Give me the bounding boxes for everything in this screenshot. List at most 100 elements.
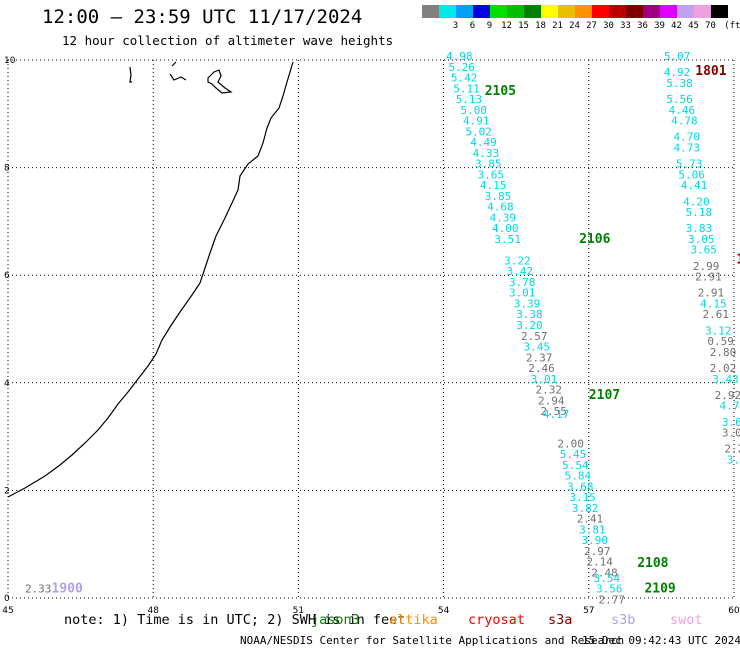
legend-label: 45 <box>688 21 699 31</box>
legend-swatch <box>609 5 626 18</box>
legend-label: 12 <box>501 21 512 31</box>
pass-id-label: 2108 <box>637 556 668 571</box>
legend-label: 15 <box>518 21 529 31</box>
wave-height-value: 2.41 <box>577 513 604 526</box>
legend-label: 39 <box>654 21 665 31</box>
wave-height-value: 3.81 <box>579 523 606 536</box>
wave-height-value: 2.02 <box>710 362 737 375</box>
wave-height-value: 3.01 <box>509 287 536 300</box>
wave-height-value: 3.65 <box>690 244 717 257</box>
wave-height-value: 5.02 <box>465 125 492 138</box>
x-tick-label: 54 <box>438 606 450 616</box>
legend-swatch <box>439 5 456 18</box>
wave-height-value: 2.91 <box>695 271 722 284</box>
wave-height-value: 5.07 <box>664 50 691 63</box>
wave-height-value: 2.97 <box>584 545 611 558</box>
wave-height-value: 2.99 <box>693 260 720 273</box>
legend-swatch <box>456 5 473 18</box>
wave-height-value: 2.14 <box>586 556 613 569</box>
legend-label: 30 <box>603 21 614 31</box>
pass-id-labels: 2105 2106 2107 2108 2109 1801 18 1900 <box>52 64 740 597</box>
y-tick-label: 0 <box>4 594 10 604</box>
y-tick-label: 2 <box>4 486 10 496</box>
wave-height-value: 3.78 <box>509 276 536 289</box>
wave-height-value: 5.54 <box>562 459 589 472</box>
legend-label: 6 <box>469 21 476 31</box>
footer-note: note: 1) Time is in UTC; 2) SWH is in fe… <box>64 612 406 628</box>
wave-height-value: 2.55 <box>540 405 567 418</box>
wave-height-value: 3.2 <box>727 454 740 467</box>
wave-height-value: 0.59 <box>707 335 734 348</box>
wave-height-value: 4.78 <box>671 115 698 128</box>
legend-swatch <box>473 5 490 18</box>
legend-swatch <box>694 5 711 18</box>
pass-id-label: 18 <box>736 252 740 267</box>
legend-swatch <box>677 5 694 18</box>
legend-swatch <box>592 5 609 18</box>
page-title: 12:00 – 23:59 UTC 11/17/2024 <box>42 6 363 28</box>
legend-swatch <box>660 5 677 18</box>
source-label-altika: altika <box>389 612 438 628</box>
y-tick-label: 4 <box>4 379 10 389</box>
credit-text: NOAA/NESDIS Center for Satellite Applica… <box>240 634 625 647</box>
wave-height-value: 3.12 <box>705 324 732 337</box>
wave-height-value: 4.20 <box>683 195 710 208</box>
wave-height-value: 4.17 <box>543 408 570 421</box>
wave-height-value: 3.85 <box>475 158 502 171</box>
wave-height-value: 4.15 <box>480 179 507 192</box>
wave-height-value: 3.39 <box>514 297 541 310</box>
legend-label: 70 <box>705 21 716 31</box>
legend-unit: (ft) <box>724 21 740 31</box>
pass-id-label: 1900 <box>52 582 83 597</box>
wave-height-value: 2.92 <box>715 389 740 402</box>
legend-swatch <box>507 5 524 18</box>
wave-height-value: 3.65 <box>477 168 504 181</box>
page-subtitle: 12 hour collection of altimeter wave hei… <box>62 33 394 48</box>
legend-label: 33 <box>620 21 631 31</box>
wave-height-value: 4.7 <box>719 400 739 413</box>
coastline <box>7 61 294 498</box>
wave-height-value: 3.68 <box>567 480 594 493</box>
wave-height-value: 3.51 <box>494 233 521 246</box>
wave-height-value: 5.84 <box>565 470 592 483</box>
wave-height-value: 2.32 <box>536 384 563 397</box>
source-label-s3b: s3b <box>611 612 636 628</box>
wave-height-value: 2.33 <box>25 583 52 596</box>
generation-timestamp: 15 Dec 09:42:43 UTC 2024 <box>582 634 740 647</box>
wave-height-value: 3.43 <box>712 373 739 386</box>
wave-height-value: 3.42 <box>507 265 534 278</box>
legend-swatch <box>422 5 439 18</box>
wave-height-value: 3.20 <box>516 319 543 332</box>
wave-height-value: 3.45 <box>523 341 550 354</box>
y-tick-label: 6 <box>4 271 10 281</box>
wave-height-value: 2.00 <box>557 437 584 450</box>
wave-height-values: 4.985.265.425.115.135.004.915.024.494.33… <box>25 50 740 606</box>
wave-height-value: 2.57 <box>521 330 548 343</box>
wave-height-value: 4.68 <box>487 201 514 214</box>
wave-height-value: 4.70 <box>674 131 701 144</box>
legend-label: 42 <box>671 21 682 31</box>
x-tick-label: 60 <box>728 606 740 616</box>
x-tick-label: 57 <box>583 606 594 616</box>
wave-height-value: 5.45 <box>560 448 587 461</box>
wave-height-value: 5.42 <box>451 72 478 85</box>
legend-label: 3 <box>452 21 459 31</box>
wave-height-value: 4.49 <box>470 136 497 149</box>
island-b <box>169 61 187 81</box>
y-tick-label: 8 <box>4 164 10 174</box>
x-tick-label: 48 <box>147 606 159 616</box>
wave-height-value: 4.41 <box>681 179 708 192</box>
legend-label: 36 <box>637 21 648 31</box>
legend-swatch <box>490 5 507 18</box>
legend-label: 27 <box>586 21 597 31</box>
wave-height-value: 3.0 <box>722 427 740 440</box>
wave-height-value: 4.98 <box>446 50 473 63</box>
wave-height-value: 2.61 <box>703 308 730 321</box>
wave-height-value: 2.2 <box>724 443 740 456</box>
pass-id-label: 2105 <box>485 84 516 99</box>
source-label-jason3: jason3 <box>311 612 360 628</box>
axis-tick-labels: 45 48 51 54 57 60 0 2 4 6 8 10 <box>2 56 740 616</box>
x-tick-label: 51 <box>293 606 304 616</box>
wave-height-value: 5.38 <box>666 77 693 90</box>
